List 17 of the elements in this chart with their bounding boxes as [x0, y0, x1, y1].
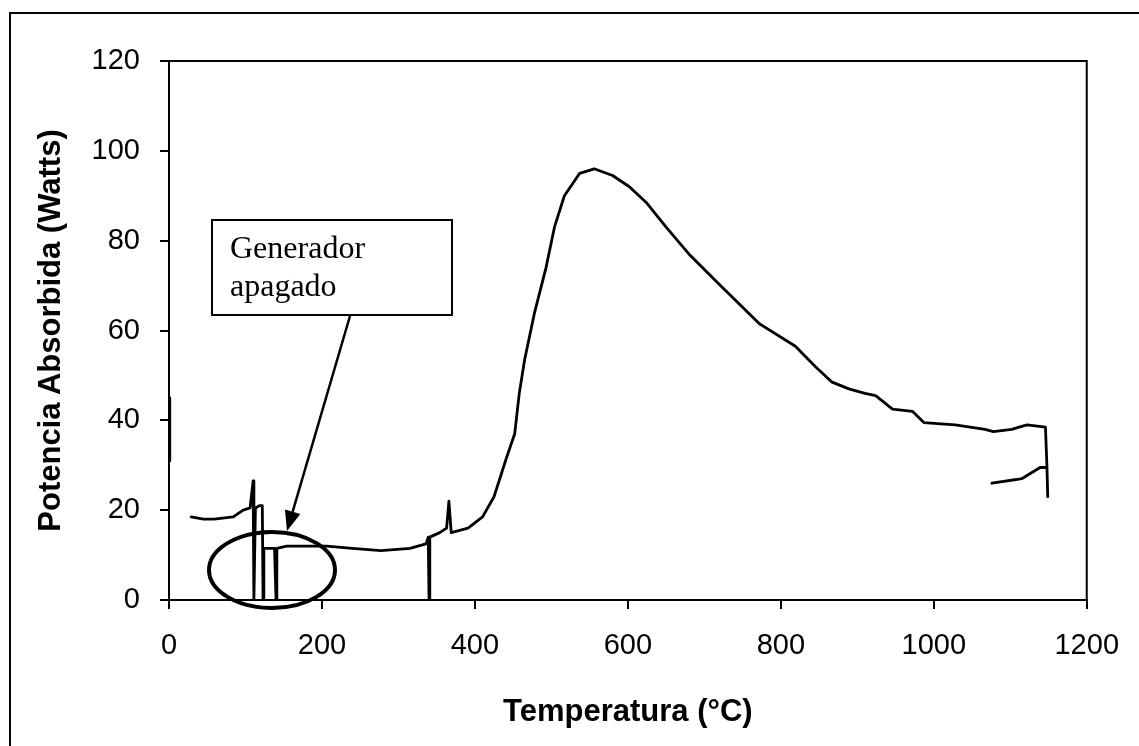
y-tick-label: 20: [107, 492, 140, 525]
y-tick-label: 0: [123, 582, 140, 614]
y-tick-label: 60: [107, 312, 140, 345]
x-tick-label: 0: [160, 628, 178, 661]
x-tick-label: 800: [756, 628, 806, 661]
x-tick-label: 400: [450, 628, 500, 661]
x-tick-label: 200: [297, 628, 347, 661]
y-axis-title: Potencia Absorbida (Watts): [32, 129, 68, 532]
y-tick-label: 120: [91, 43, 140, 75]
y-tick-label: 100: [91, 132, 140, 165]
x-tick-label: 1000: [901, 628, 967, 661]
x-axis-title: Temperatura (°C): [503, 692, 753, 728]
x-tick-label: 600: [603, 628, 653, 661]
y-tick-label: 80: [107, 222, 140, 255]
y-tick-label: 40: [107, 402, 140, 435]
x-tick-label: 1200: [1054, 628, 1119, 661]
annotation: Generador apagado: [230, 228, 367, 304]
